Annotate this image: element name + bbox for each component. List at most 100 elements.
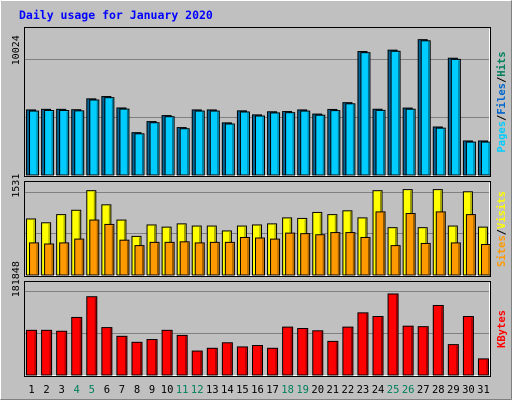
- panel-legend-label: KBytes: [496, 310, 508, 348]
- bar-kbytes: [221, 342, 233, 376]
- bar-sites: [134, 245, 145, 276]
- legend-separator: /: [496, 229, 508, 235]
- bar-kbytes: [327, 340, 339, 376]
- bar-sites: [480, 244, 491, 276]
- legend-pages: Pages: [496, 121, 508, 153]
- bar-sites: [435, 211, 446, 276]
- y-tick-label: 1531: [11, 174, 22, 198]
- bar-kbytes: [417, 326, 429, 376]
- bar-sites: [420, 242, 431, 276]
- bar-files: [450, 58, 461, 176]
- bar-kbytes: [447, 344, 459, 376]
- bar-kbytes: [131, 341, 143, 376]
- bar-sites: [270, 238, 281, 276]
- x-tick-label: 3: [58, 384, 64, 396]
- bar-sites: [119, 239, 130, 276]
- bar-kbytes: [41, 329, 53, 376]
- legend-hits: Hits: [496, 51, 508, 76]
- bar-kbytes: [206, 347, 218, 376]
- panel-visits-sites: 1531 Sites/Visits: [11, 174, 508, 277]
- bar-kbytes: [372, 316, 384, 376]
- bar-sites: [179, 241, 190, 276]
- bar-files: [239, 111, 250, 176]
- bar-files: [300, 110, 311, 176]
- x-tick-label: 8: [134, 384, 140, 396]
- bar-kbytes: [236, 346, 248, 376]
- bar-files: [465, 141, 476, 176]
- x-tick-label: 30: [462, 384, 475, 396]
- bar-files: [375, 109, 386, 176]
- bar-files: [224, 123, 235, 176]
- bar-sites: [194, 242, 205, 276]
- chart-title: Daily usage for January 2020: [19, 8, 213, 22]
- bar-sites: [44, 243, 55, 276]
- x-tick-label: 31: [477, 384, 490, 396]
- bar-files: [360, 52, 371, 176]
- x-tick-label: 14: [221, 384, 234, 396]
- x-tick-label: 22: [342, 384, 355, 396]
- bar-files: [285, 112, 296, 176]
- x-tick-label: 12: [191, 384, 204, 396]
- bar-files: [119, 108, 130, 176]
- bar-sites: [255, 237, 265, 276]
- x-tick-labels: 1 2 3 4 5 6 7 8 9 10 11 12 13 14 15 16 17 18 19 20 21 22 23 24 2…: [28, 384, 489, 396]
- bar-kbytes: [176, 334, 188, 376]
- bar-files: [330, 110, 341, 176]
- bar-files: [134, 133, 145, 176]
- bar-sites: [164, 241, 175, 276]
- x-tick-label: 19: [296, 384, 309, 396]
- bar-files: [149, 122, 160, 176]
- y-tick-label: 10024: [11, 35, 22, 65]
- legend-sites: Sites: [496, 235, 508, 267]
- x-tick-label: 2: [43, 384, 49, 396]
- bar-files: [270, 112, 281, 176]
- bar-kbytes: [462, 316, 474, 376]
- bar-kbytes: [116, 335, 128, 376]
- bar-sites: [405, 213, 416, 276]
- bar-files: [59, 110, 70, 176]
- bar-kbytes: [56, 330, 68, 376]
- bar-files: [255, 115, 265, 176]
- bar-files: [405, 108, 416, 176]
- bar-sites: [450, 242, 461, 276]
- x-tick-label: 23: [357, 384, 370, 396]
- bar-kbytes: [146, 339, 158, 376]
- x-tick-label: 13: [206, 384, 219, 396]
- legend-separator: /: [496, 115, 508, 121]
- x-tick-label: 27: [417, 384, 430, 396]
- bar-files: [44, 110, 55, 176]
- bar-kbytes: [312, 330, 324, 376]
- x-tick-label: 10: [161, 384, 174, 396]
- bar-kbytes: [342, 326, 354, 376]
- y-tick-label: 181848: [11, 261, 22, 297]
- legend-kbytes: KBytes: [496, 310, 508, 348]
- panel-legend-label: Sites/Visits: [496, 191, 508, 267]
- bar-files: [29, 110, 40, 176]
- bar-sites: [239, 236, 250, 276]
- bar-files: [209, 110, 220, 176]
- bar-kbytes: [387, 293, 399, 376]
- bar-files: [104, 97, 115, 176]
- x-tick-label: 16: [251, 384, 264, 396]
- bar-files: [480, 141, 491, 176]
- bar-files: [435, 127, 446, 176]
- bar-sites: [285, 232, 296, 276]
- bar-files: [194, 110, 205, 176]
- bar-sites: [104, 223, 115, 276]
- x-tick-label: 6: [104, 384, 110, 396]
- bar-files: [89, 99, 100, 176]
- x-tick-label: 20: [311, 384, 324, 396]
- bar-kbytes: [297, 328, 309, 376]
- legend-separator: /: [496, 77, 508, 83]
- bar-kbytes: [26, 329, 38, 376]
- legend-files: Files: [496, 83, 508, 115]
- bar-kbytes: [252, 345, 263, 376]
- bar-kbytes: [161, 329, 173, 376]
- bar-kbytes: [282, 326, 294, 376]
- bar-files: [164, 116, 175, 176]
- bar-kbytes: [267, 347, 279, 376]
- bar-files: [74, 110, 85, 176]
